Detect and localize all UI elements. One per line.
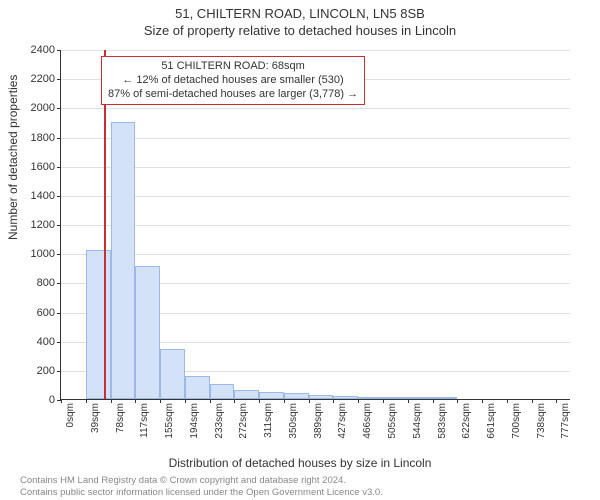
histogram-bar: [383, 397, 408, 399]
y-tick-mark: [57, 196, 61, 197]
y-tick-mark: [57, 138, 61, 139]
x-tick-label: 505sqm: [387, 403, 398, 439]
histogram-bar: [111, 122, 136, 399]
x-tick-mark: [234, 399, 235, 403]
x-tick-label: 272sqm: [238, 403, 249, 439]
histogram-bar: [309, 395, 334, 399]
chart-container: 51, CHILTERN ROAD, LINCOLN, LN5 8SB Size…: [0, 0, 600, 500]
x-tick-mark: [135, 399, 136, 403]
x-tick-label: 350sqm: [288, 403, 299, 439]
x-tick-label: 311sqm: [263, 403, 274, 438]
x-tick-label: 117sqm: [139, 403, 150, 438]
y-axis-label: Number of detached properties: [6, 75, 20, 240]
x-tick-mark: [383, 399, 384, 403]
y-tick-mark: [57, 254, 61, 255]
x-tick-label: 389sqm: [313, 403, 324, 439]
x-tick-label: 78sqm: [115, 403, 126, 433]
x-tick-label: 738sqm: [536, 403, 547, 439]
x-tick-mark: [111, 399, 112, 403]
annotation-line-3: 87% of semi-detached houses are larger (…: [108, 88, 358, 102]
x-tick-mark: [86, 399, 87, 403]
x-tick-label: 661sqm: [486, 403, 497, 439]
histogram-bar: [259, 392, 284, 399]
x-tick-mark: [210, 399, 211, 403]
x-tick-label: 544sqm: [412, 403, 423, 439]
histogram-bar: [135, 266, 160, 399]
gridline: [61, 167, 570, 168]
gridline: [61, 196, 570, 197]
y-tick-mark: [57, 342, 61, 343]
x-tick-label: 427sqm: [337, 403, 348, 439]
gridline: [61, 108, 570, 109]
gridline: [61, 225, 570, 226]
x-tick-label: 194sqm: [189, 403, 200, 439]
x-tick-label: 583sqm: [437, 403, 448, 439]
x-tick-mark: [61, 399, 62, 403]
histogram-bar: [408, 397, 433, 399]
histogram-bar: [234, 390, 259, 399]
x-tick-mark: [408, 399, 409, 403]
x-tick-mark: [333, 399, 334, 403]
y-tick-mark: [57, 225, 61, 226]
histogram-bar: [185, 376, 210, 399]
footer-line-2: Contains public sector information licen…: [20, 487, 383, 498]
footer-attribution: Contains HM Land Registry data © Crown c…: [20, 475, 383, 498]
y-tick-mark: [57, 313, 61, 314]
x-tick-mark: [457, 399, 458, 403]
histogram-bar: [433, 397, 458, 399]
x-tick-mark: [160, 399, 161, 403]
x-tick-mark: [482, 399, 483, 403]
x-tick-mark: [507, 399, 508, 403]
y-tick-mark: [57, 50, 61, 51]
x-tick-mark: [433, 399, 434, 403]
x-tick-mark: [556, 399, 557, 403]
x-tick-label: 622sqm: [461, 403, 472, 439]
annotation-line-1: 51 CHILTERN ROAD: 68sqm: [108, 60, 358, 74]
x-tick-label: 700sqm: [511, 403, 522, 439]
footer-line-1: Contains HM Land Registry data © Crown c…: [20, 475, 383, 486]
x-tick-label: 233sqm: [214, 403, 225, 439]
x-tick-label: 155sqm: [164, 403, 175, 439]
x-tick-mark: [532, 399, 533, 403]
y-tick-mark: [57, 283, 61, 284]
x-tick-mark: [185, 399, 186, 403]
gridline: [61, 254, 570, 255]
x-tick-label: 466sqm: [362, 403, 373, 439]
y-tick-mark: [57, 371, 61, 372]
plot-area: 0200400600800100012001400160018002000220…: [60, 50, 570, 400]
x-axis-label: Distribution of detached houses by size …: [0, 456, 600, 470]
y-tick-mark: [57, 167, 61, 168]
y-tick-mark: [57, 108, 61, 109]
chart-subtitle: Size of property relative to detached ho…: [0, 21, 600, 38]
chart-title: 51, CHILTERN ROAD, LINCOLN, LN5 8SB: [0, 0, 600, 21]
histogram-bar: [358, 397, 383, 399]
annotation-line-2: ← 12% of detached houses are smaller (53…: [108, 74, 358, 88]
histogram-bar: [210, 384, 235, 399]
gridline: [61, 50, 570, 51]
histogram-bar: [333, 396, 358, 399]
x-tick-label: 0sqm: [65, 403, 76, 427]
histogram-bar: [284, 393, 309, 399]
histogram-bar: [86, 250, 111, 399]
x-tick-label: 39sqm: [90, 403, 101, 433]
x-tick-mark: [358, 399, 359, 403]
x-tick-label: 777sqm: [560, 403, 571, 439]
y-tick-mark: [57, 79, 61, 80]
annotation-box: 51 CHILTERN ROAD: 68sqm← 12% of detached…: [101, 56, 365, 105]
gridline: [61, 138, 570, 139]
x-tick-mark: [309, 399, 310, 403]
histogram-bar: [160, 349, 185, 399]
x-tick-mark: [259, 399, 260, 403]
x-tick-mark: [284, 399, 285, 403]
